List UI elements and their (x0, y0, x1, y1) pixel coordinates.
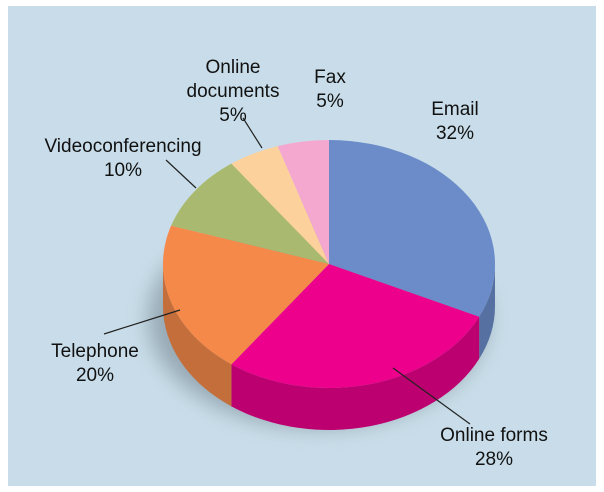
category-name: Telephone (51, 341, 139, 362)
value-label: 5% (316, 91, 344, 112)
leader-line (103, 309, 181, 335)
slice-side (479, 264, 495, 359)
slice (231, 146, 329, 264)
slice (171, 163, 329, 264)
slice (277, 140, 329, 264)
category-name: Online forms (440, 425, 548, 446)
slice-label: Email 32% (410, 98, 500, 146)
leader-line (242, 117, 263, 149)
slice (329, 140, 496, 317)
slice (163, 225, 329, 365)
slice-side (231, 316, 480, 430)
category-name: Fax (314, 67, 346, 88)
slice-label: Fax 5% (300, 66, 360, 114)
category-name: Videoconferencing (44, 136, 202, 157)
value-label: 5% (219, 105, 247, 126)
value-label: 32% (435, 123, 475, 144)
value-label: 28% (474, 449, 514, 470)
value-label: 20% (75, 365, 115, 386)
slice-label: Videoconferencing 10% (23, 135, 223, 183)
slice-label: Online forms 28% (419, 424, 569, 472)
category-name: Online documents (186, 57, 280, 102)
slice (231, 264, 480, 388)
leader-line (392, 367, 471, 425)
slice-label: Telephone 20% (25, 340, 165, 388)
leader-line (165, 159, 197, 189)
value-label: 10% (103, 160, 143, 181)
slice-label: Online documents 5% (168, 56, 298, 128)
slice-side (163, 264, 232, 407)
category-name: Email (431, 99, 479, 120)
